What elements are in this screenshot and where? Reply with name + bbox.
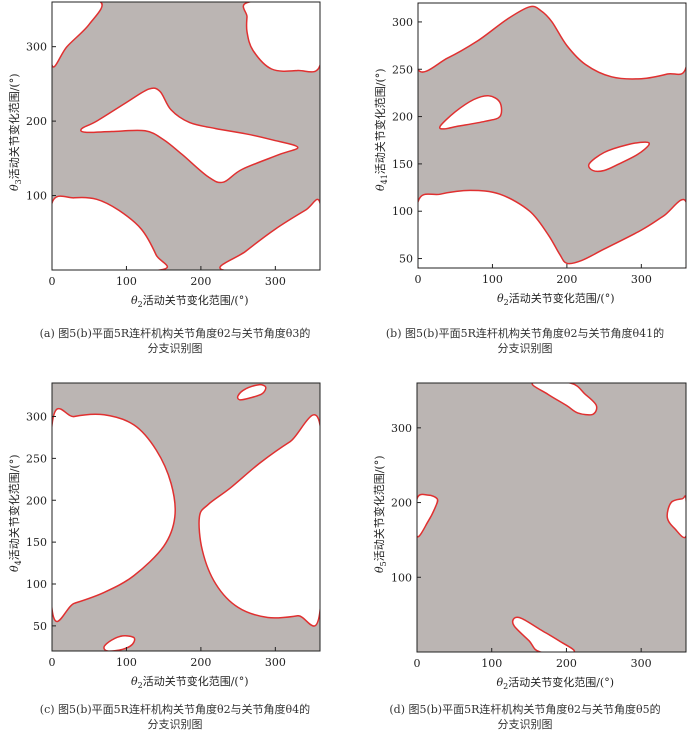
caption-b-line1: (b) 图5(b)平面5R连杆机构关节角度θ2与关节角度θ41的 bbox=[385, 327, 665, 340]
caption-d-line2: 分支识别图 bbox=[497, 718, 553, 731]
infeasible-region-a-5 bbox=[80, 87, 299, 184]
plot-frame-c bbox=[51, 382, 321, 652]
infeasible-region-b-1 bbox=[418, 3, 686, 80]
infeasible-region-c-3 bbox=[236, 383, 267, 401]
plot-area-a bbox=[52, 2, 320, 270]
branch-plot-a: 0 100 200 300 100 200 300 bbox=[26, 1, 321, 288]
infeasible-region-b-4 bbox=[587, 141, 650, 173]
infeasible-region-b-3 bbox=[438, 94, 503, 130]
caption-b: (b) 图5(b)平面5R连杆机构关节角度θ2与关节角度θ41的 分支识别图 bbox=[350, 326, 700, 356]
y-tick-label: 150 bbox=[26, 536, 47, 549]
y-tick-label: 200 bbox=[392, 111, 413, 124]
x-tick-label: 200 bbox=[556, 657, 577, 670]
x-tick-label: 300 bbox=[631, 273, 652, 286]
x-axis-label-d: θ2活动关节变化范围/(°) bbox=[496, 676, 615, 692]
plot-frame-d bbox=[416, 382, 687, 653]
y-tick-label: 300 bbox=[26, 411, 47, 424]
infeasible-region-a-1 bbox=[52, 2, 103, 68]
y-axis-label-d: θ5活动关节变化范围/(°) bbox=[373, 454, 389, 573]
y-tick-label: 100 bbox=[391, 571, 412, 584]
x-tick-label: 200 bbox=[190, 275, 211, 288]
x-axis-label-a: θ2活动关节变化范围/(°) bbox=[131, 294, 249, 310]
infeasible-region-c-4 bbox=[103, 635, 136, 651]
x-axis-label-c: θ2活动关节变化范围/(°) bbox=[131, 675, 249, 691]
y-tick-label: 300 bbox=[26, 41, 47, 54]
y-axis-label-a: θ3活动关节变化范围/(°) bbox=[8, 73, 24, 191]
caption-d-line1: (d) 图5(b)平面5R连杆机构关节角度θ2与关节角度θ5的 bbox=[389, 703, 661, 716]
caption-d: (d) 图5(b)平面5R连杆机构关节角度θ2与关节角度θ5的 分支识别图 bbox=[350, 702, 700, 732]
y-tick-label: 300 bbox=[392, 16, 413, 29]
chart-panel-c: 0 100 200 300 50 100 150 200 250 300 (c) 图5(b)平面5… bbox=[0, 366, 350, 732]
plot-area-b bbox=[418, 3, 686, 268]
x-tick-label: 100 bbox=[481, 657, 502, 670]
chart-panel-b: 0 100 200 300 50 100 150 200 250 300 (b) 图5(b)平面5… bbox=[350, 0, 700, 366]
infeasible-region-d-1 bbox=[531, 383, 598, 416]
y-tick-label: 200 bbox=[26, 494, 47, 507]
y-tick-label: 100 bbox=[26, 578, 47, 591]
x-tick-label: 300 bbox=[265, 656, 286, 669]
plot-frame-b bbox=[417, 2, 687, 269]
x-tick-label: 200 bbox=[190, 656, 211, 669]
y-tick-label: 50 bbox=[33, 620, 47, 633]
y-tick-label: 300 bbox=[391, 422, 412, 435]
y-tick-label: 100 bbox=[392, 205, 413, 218]
x-tick-label: 100 bbox=[116, 275, 137, 288]
y-axis-label-c: θ4活动关节变化范围/(°) bbox=[8, 454, 24, 572]
y-tick-label: 250 bbox=[26, 452, 47, 465]
plot-frame-a bbox=[51, 1, 321, 271]
y-tick-label: 250 bbox=[392, 63, 413, 76]
x-tick-label: 0 bbox=[414, 657, 421, 670]
x-tick-label: 0 bbox=[49, 656, 56, 669]
chart-panel-a: 0 100 200 300 100 200 300 (a) 图5(b)平面5R连杆机构关节角… bbox=[0, 0, 350, 366]
infeasible-region-d-3 bbox=[666, 495, 686, 539]
chart-panel-d: 0 100 200 300 100 200 300 (d) 图5(b)平面5R连杆机构关节角… bbox=[350, 366, 700, 732]
caption-a: (a) 图5(b)平面5R连杆机构关节角度θ2与关节角度θ3的 分支识别图 bbox=[0, 326, 350, 356]
branch-plot-c: 0 100 200 300 50 100 150 200 250 300 bbox=[26, 382, 321, 669]
x-tick-label: 0 bbox=[49, 275, 56, 288]
infeasible-region-b-2 bbox=[418, 189, 686, 268]
y-tick-label: 200 bbox=[26, 115, 47, 128]
infeasible-region-c-2 bbox=[198, 414, 320, 627]
x-tick-label: 300 bbox=[265, 275, 286, 288]
caption-c-line1: (c) 图5(b)平面5R连杆机构关节角度θ2与关节角度θ4的 bbox=[39, 703, 311, 716]
branch-plot-d: 0 100 200 300 100 200 300 bbox=[391, 382, 687, 670]
infeasible-region-d-4 bbox=[511, 616, 576, 652]
plot-area-c bbox=[52, 383, 320, 651]
plot-area-d bbox=[417, 383, 686, 652]
caption-a-line2: 分支识别图 bbox=[147, 342, 203, 355]
infeasible-region-a-3 bbox=[52, 195, 168, 270]
caption-c: (c) 图5(b)平面5R连杆机构关节角度θ2与关节角度θ4的 分支识别图 bbox=[0, 702, 350, 732]
infeasible-region-d-2 bbox=[417, 493, 439, 538]
y-tick-label: 150 bbox=[392, 158, 413, 171]
caption-c-line2: 分支识别图 bbox=[147, 718, 203, 731]
x-tick-label: 300 bbox=[631, 657, 652, 670]
caption-b-line2: 分支识别图 bbox=[497, 342, 553, 355]
caption-a-line1: (a) 图5(b)平面5R连杆机构关节角度θ2与关节角度θ3的 bbox=[39, 327, 311, 340]
y-tick-label: 200 bbox=[391, 497, 412, 510]
infeasible-region-a-2 bbox=[242, 2, 320, 73]
feasible-region-d bbox=[417, 383, 686, 652]
infeasible-region-a-4 bbox=[219, 198, 320, 270]
infeasible-region-c-1 bbox=[52, 407, 176, 623]
x-axis-label-b: θ2活动关节变化范围/(°) bbox=[497, 292, 615, 308]
branch-plot-b: 0 100 200 300 50 100 150 200 250 300 bbox=[392, 2, 687, 286]
x-tick-label: 100 bbox=[116, 656, 137, 669]
y-axis-label-b: θ41活动关节变化范围/(°) bbox=[374, 67, 390, 191]
x-tick-label: 100 bbox=[482, 273, 503, 286]
x-tick-label: 0 bbox=[415, 273, 422, 286]
y-tick-label: 50 bbox=[399, 253, 413, 266]
x-tick-label: 200 bbox=[556, 273, 577, 286]
y-tick-label: 100 bbox=[26, 190, 47, 203]
